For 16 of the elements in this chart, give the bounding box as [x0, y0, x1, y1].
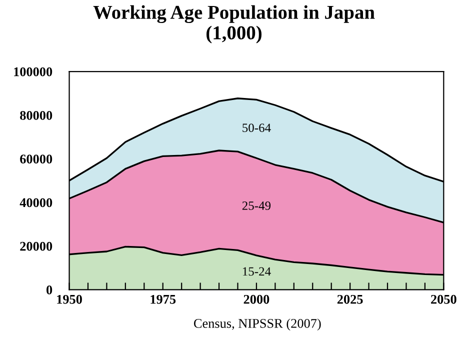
y-tick-label: 0 — [46, 285, 52, 294]
y-tick-label: 80000 — [20, 110, 52, 120]
x-tick-label: 2050 — [431, 294, 456, 304]
series-label: 25-49 — [242, 202, 271, 210]
y-tick-label: 20000 — [20, 242, 52, 251]
chart-title: Working Age Population in Japan (1,000) — [93, 5, 375, 44]
series-label: 15-24 — [242, 267, 271, 276]
x-tick-label: 2025 — [337, 294, 363, 304]
series-label: 50-64 — [242, 124, 271, 132]
y-tick-label: 60000 — [20, 154, 52, 164]
x-tick-label: 1950 — [57, 294, 82, 304]
x-tick-label: 2000 — [244, 294, 270, 304]
y-tick-label: 100000 — [14, 67, 52, 76]
text: Census, NIPSSR (2007) — [194, 318, 321, 331]
y-tick-label: 40000 — [20, 198, 52, 208]
x-tick-label: 1975 — [150, 294, 176, 304]
